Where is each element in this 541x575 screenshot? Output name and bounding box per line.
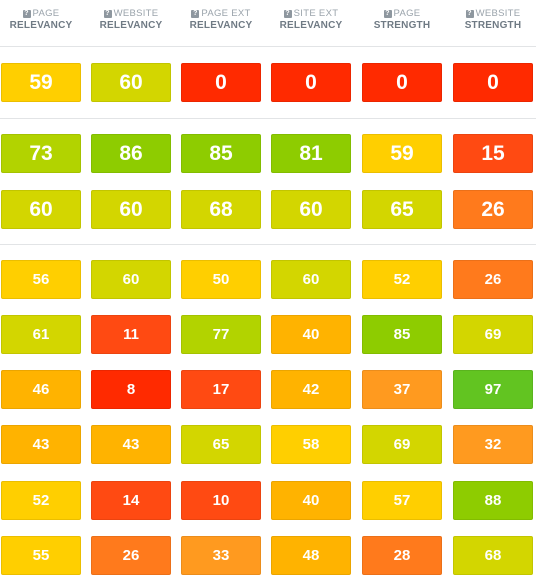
score-cell[interactable]: 0 <box>453 63 533 102</box>
column-header-line1: ? SITE EXT <box>269 8 353 20</box>
score-cell[interactable]: 52 <box>362 260 442 299</box>
score-cell[interactable]: 0 <box>362 63 442 102</box>
score-cell[interactable]: 43 <box>91 425 171 464</box>
score-cell[interactable]: 60 <box>1 190 81 229</box>
score-cell[interactable]: 85 <box>362 315 442 354</box>
section-divider <box>0 244 536 245</box>
score-cell[interactable]: 32 <box>453 425 533 464</box>
score-cell[interactable]: 58 <box>271 425 351 464</box>
score-cell[interactable]: 40 <box>271 481 351 520</box>
score-cell[interactable]: 10 <box>181 481 261 520</box>
question-mark-icon[interactable]: ? <box>383 10 392 18</box>
score-cell[interactable]: 14 <box>91 481 171 520</box>
column-header[interactable]: ? WEBSITE RELEVANCY <box>89 8 173 32</box>
score-cell[interactable]: 56 <box>1 260 81 299</box>
score-cell[interactable]: 68 <box>181 190 261 229</box>
score-cell[interactable]: 8 <box>91 370 171 409</box>
score-cell[interactable]: 73 <box>1 134 81 173</box>
column-header-title: RELEVANCY <box>99 20 163 31</box>
metrics-header: ? PAGE RELEVANCY? WEBSITE RELEVANCY? PAGE EXT… <box>0 0 541 46</box>
column-header-label: WEBSITE <box>475 8 521 19</box>
score-cell[interactable]: 60 <box>271 260 351 299</box>
score-cell[interactable]: 60 <box>91 63 171 102</box>
column-header[interactable]: ? WEBSITE STRENGTH <box>451 8 535 32</box>
score-cell[interactable]: 65 <box>362 190 442 229</box>
score-cell[interactable]: 60 <box>91 190 171 229</box>
column-header-title: RELEVANCY <box>279 20 343 31</box>
section-divider <box>0 118 536 119</box>
score-cell[interactable]: 55 <box>1 536 81 575</box>
score-cell[interactable]: 81 <box>271 134 351 173</box>
score-cell[interactable]: 60 <box>91 260 171 299</box>
score-cell[interactable]: 61 <box>1 315 81 354</box>
score-cell[interactable]: 97 <box>453 370 533 409</box>
column-header-label: PAGE EXT <box>201 8 251 19</box>
column-header-label: PAGE <box>393 8 421 19</box>
column-header[interactable]: ? PAGE RELEVANCY <box>0 8 83 32</box>
question-mark-icon[interactable]: ? <box>191 10 200 18</box>
score-cell[interactable]: 85 <box>181 134 261 173</box>
score-cell[interactable]: 0 <box>271 63 351 102</box>
score-cell[interactable]: 77 <box>181 315 261 354</box>
score-cell[interactable]: 11 <box>91 315 171 354</box>
score-cell[interactable]: 28 <box>362 536 442 575</box>
column-header-line1: ? WEBSITE <box>451 8 535 20</box>
column-header-label: PAGE <box>32 8 60 19</box>
column-header-label: WEBSITE <box>113 8 159 19</box>
score-cell[interactable]: 59 <box>1 63 81 102</box>
column-header[interactable]: ? PAGE EXT RELEVANCY <box>179 8 263 32</box>
score-cell[interactable]: 50 <box>181 260 261 299</box>
score-cell[interactable]: 48 <box>271 536 351 575</box>
score-cell[interactable]: 37 <box>362 370 442 409</box>
score-cell[interactable]: 57 <box>362 481 442 520</box>
column-header[interactable]: ? SITE EXT RELEVANCY <box>269 8 353 32</box>
score-cell[interactable]: 42 <box>271 370 351 409</box>
question-mark-icon[interactable]: ? <box>465 10 474 18</box>
score-cell[interactable]: 69 <box>453 315 533 354</box>
score-cell[interactable]: 46 <box>1 370 81 409</box>
score-cell[interactable]: 86 <box>91 134 171 173</box>
column-header-line1: ? PAGE EXT <box>179 8 263 20</box>
score-cell[interactable]: 69 <box>362 425 442 464</box>
column-header-title: RELEVANCY <box>189 20 253 31</box>
score-cell[interactable]: 40 <box>271 315 351 354</box>
question-mark-icon[interactable]: ? <box>283 10 292 18</box>
column-header-label: SITE EXT <box>293 8 339 19</box>
score-cell[interactable]: 17 <box>181 370 261 409</box>
score-cell[interactable]: 65 <box>181 425 261 464</box>
score-cell[interactable]: 68 <box>453 536 533 575</box>
score-cell[interactable]: 33 <box>181 536 261 575</box>
column-header-title: RELEVANCY <box>9 20 73 31</box>
score-cell[interactable]: 52 <box>1 481 81 520</box>
column-header-line1: ? PAGE <box>0 8 83 20</box>
column-header-title: STRENGTH <box>464 20 522 31</box>
score-cell[interactable]: 60 <box>271 190 351 229</box>
score-cell[interactable]: 88 <box>453 481 533 520</box>
question-mark-icon[interactable]: ? <box>103 10 112 18</box>
score-cell[interactable]: 26 <box>453 190 533 229</box>
score-cell[interactable]: 43 <box>1 425 81 464</box>
score-cell[interactable]: 26 <box>91 536 171 575</box>
score-cell[interactable]: 59 <box>362 134 442 173</box>
column-header-line1: ? WEBSITE <box>89 8 173 20</box>
question-mark-icon[interactable]: ? <box>22 10 31 18</box>
score-cell[interactable]: 26 <box>453 260 533 299</box>
section-divider <box>0 46 536 47</box>
column-header-title: STRENGTH <box>373 20 431 31</box>
score-cell[interactable]: 15 <box>453 134 533 173</box>
score-cell[interactable]: 0 <box>181 63 261 102</box>
column-header-line1: ? PAGE <box>360 8 444 20</box>
column-header[interactable]: ? PAGE STRENGTH <box>360 8 444 32</box>
